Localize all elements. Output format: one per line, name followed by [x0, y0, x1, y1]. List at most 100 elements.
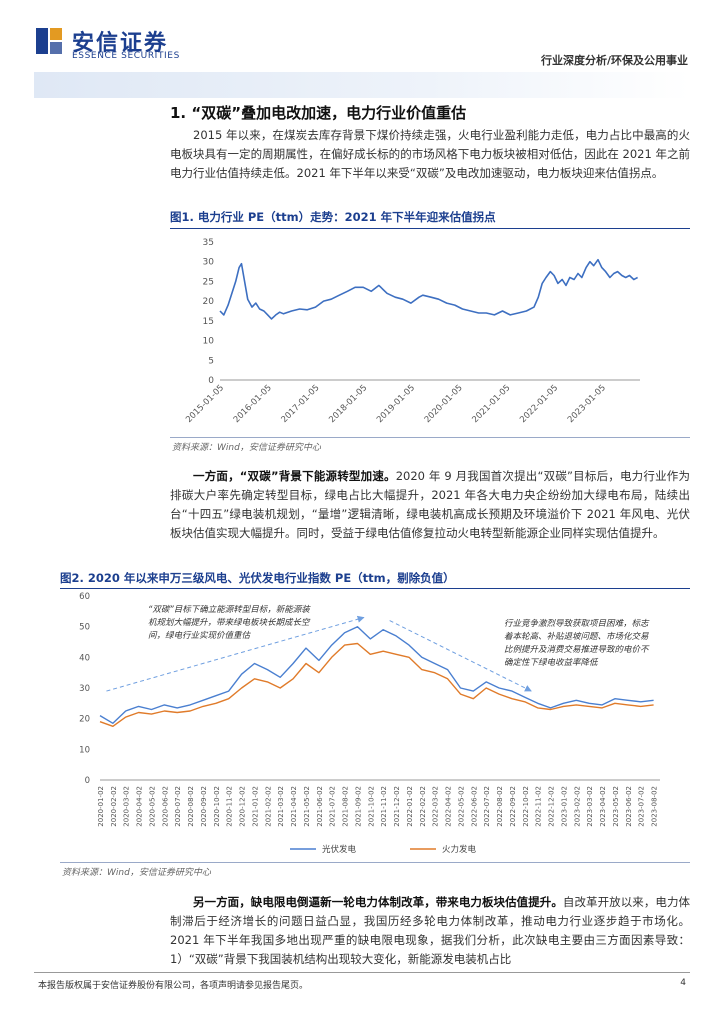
figure-1-x-tick-label: 2021-01-05 — [470, 383, 512, 425]
figure-2-y-tick-label: 30 — [79, 684, 90, 694]
figure-2-x-tick-label: 2020-10-02 — [213, 786, 221, 827]
figure-1-title: 图1. 电力行业 PE（ttm）走势：2021 年下半年迎来估值拐点 — [170, 210, 496, 224]
figure-1-y-tick-label: 35 — [203, 238, 214, 248]
paragraph-3-lead: 另一方面，缺电限电倒逼新一轮电力体制改革，带来电力板块估值提升。 — [193, 895, 563, 909]
figure-2-x-tick-label: 2020-11-02 — [226, 786, 234, 827]
page-header: 安信证券 ESSENCE SECURITIES 行业深度分析/环保及公用事业 — [0, 0, 724, 100]
figure-2-x-tick-label: 2022-07-02 — [483, 786, 491, 827]
figure-1-top-rule — [170, 228, 690, 229]
figure-2-title: 图2. 2020 年以来申万三级风电、光伏发电行业指数 PE（ttm，剔除负值） — [60, 571, 455, 585]
figure-2-x-tick-label: 2021-10-02 — [367, 786, 375, 827]
figure-2-x-tick-label: 2022-06-02 — [470, 786, 478, 827]
figure-2-x-tick-label: 2023-04-02 — [599, 786, 607, 827]
figure-1-x-tick-label: 2022-01-05 — [518, 383, 560, 425]
figure-2-x-tick-label: 2023-05-02 — [612, 786, 620, 827]
page-number: 4 — [680, 978, 686, 988]
figure-2-bottom-rule — [60, 862, 690, 863]
figure-2-x-tick-label: 2022-08-02 — [496, 786, 504, 827]
figure-2-series-line-wind — [99, 626, 654, 725]
paragraph-1: 2015 年以来，在煤炭去库存背景下煤价持续走强，火电行业盈利能力走低，电力占比… — [170, 128, 690, 180]
figure-1-y-tick-label: 25 — [203, 277, 214, 287]
figure-2-x-tick-label: 2020-05-02 — [148, 786, 156, 827]
figure-2-x-tick-label: 2022-04-02 — [445, 786, 453, 827]
figure-2-x-tick-label: 2021-07-02 — [329, 786, 337, 827]
footer-disclaimer: 本报告版权属于安信证券股份有限公司，各项声明请参见报告尾页。 — [38, 981, 309, 991]
figure-2-legend-label-solar: 火力发电 — [442, 844, 477, 855]
figure-1-bottom-rule — [170, 437, 690, 438]
figure-1-chart: 0 5 10 15 20 25 30 35 2015-01-05 2016-01-05 2017-0… — [184, 238, 640, 425]
header-band — [34, 72, 690, 98]
paragraph-3: 另一方面，缺电限电倒逼新一轮电力体制改革，带来电力板块估值提升。自改革开放以来，… — [170, 893, 690, 969]
figure-2-x-tick-label: 2020-09-02 — [200, 786, 208, 827]
figure-2-x-tick-label: 2023-02-02 — [573, 786, 581, 827]
figure-2-x-tick-label: 2020-01-02 — [97, 786, 105, 827]
figure-2-y-tick-label: 10 — [79, 745, 90, 755]
figure-2-y-tick-label: 40 — [79, 653, 90, 663]
figure-2-x-tick-label: 2023-06-02 — [625, 786, 633, 827]
figure-2-x-tick-label: 2022-01-02 — [406, 786, 414, 827]
paragraph-3-body: 自改革开放以来，电力体制滞后于经济增长的问题日益凸显，我国历经多轮电力体制改革，… — [170, 895, 691, 966]
figure-2-x-tick-label: 2023-01-02 — [560, 786, 568, 827]
logo-chinese-name: 安信证券 — [72, 31, 169, 56]
logo-english-name: ESSENCE SECURITIES — [72, 51, 180, 61]
figure-2-x-tick-label: 2021-02-02 — [264, 786, 272, 827]
figure-1-x-tick-label: 2019-01-05 — [375, 383, 417, 425]
figure-2-x-tick-label: 2020-12-02 — [239, 786, 247, 827]
figure-2-x-tick-label: 2020-08-02 — [187, 786, 195, 827]
figure-2-annotation-right: 行业竞争激烈导致获取项目困难，标志着本轮高、补贴退坡问题、市场化交易比例提升及消… — [504, 619, 649, 668]
figure-2-downtrend-arrow — [389, 620, 532, 692]
figure-2-x-tick-label: 2020-03-02 — [123, 786, 131, 827]
figure-2-y-tick-label: 50 — [79, 623, 90, 633]
figure-2-uptrend-arrow — [106, 615, 365, 692]
figure-1-x-tick-label: 2017-01-05 — [280, 383, 322, 425]
figure-2-top-rule — [60, 588, 690, 589]
figure-2-x-tick-label: 2021-11-02 — [380, 786, 388, 827]
figure-1-x-tick-label: 2016-01-05 — [232, 383, 274, 425]
figure-2-x-tick-label: 2022-10-02 — [522, 786, 530, 827]
figure-2-x-tick-label: 2021-08-02 — [342, 786, 350, 827]
figure-2-x-tick-label: 2020-04-02 — [136, 786, 144, 827]
figure-2-series-line-solar — [99, 642, 654, 728]
figure-2-x-tick-label: 2023-07-02 — [638, 786, 646, 827]
figure-1-x-tick-label: 2018-01-05 — [327, 383, 369, 425]
figure-1-source: 资料来源：Wind，安信证券研究中心 — [172, 443, 321, 453]
essence-logo-icon — [36, 28, 62, 54]
figure-2-x-tick-label: 2022-12-02 — [548, 786, 556, 827]
figure-1-y-tick-label: 20 — [203, 297, 215, 307]
figure-2-source: 资料来源：Wind，安信证券研究中心 — [62, 868, 211, 878]
figure-2-x-tick-label: 2021-06-02 — [316, 786, 324, 827]
figure-2-y-tick-label: 20 — [79, 715, 90, 725]
figure-1-pe-line — [219, 258, 638, 320]
figure-2-x-tick-label: 2021-12-02 — [393, 786, 401, 827]
figure-1-y-tick-label: 0 — [208, 376, 214, 386]
figure-2-chart: 0 10 20 30 40 50 60 2020-01-02 2020-02-02 2020-03… — [79, 592, 660, 855]
figure-2-y-tick-label: 60 — [79, 592, 90, 602]
figure-2-x-tick-label: 2023-03-02 — [586, 786, 594, 827]
figure-2-x-tick-label: 2022-05-02 — [457, 786, 465, 827]
figure-1-y-tick-label: 5 — [208, 356, 214, 366]
figure-2-y-tick-label: 0 — [85, 776, 90, 786]
figure-1-x-tick-label: 2015-01-05 — [184, 383, 226, 425]
figure-2-legend-label-wind: 光伏发电 — [322, 844, 357, 855]
figure-2-x-tick-label: 2020-02-02 — [110, 786, 118, 827]
figure-2-x-tick-label: 2022-09-02 — [509, 786, 517, 827]
figure-2-x-tick-label: 2021-05-02 — [303, 786, 311, 827]
figure-2-x-tick-label: 2023-08-02 — [651, 786, 659, 827]
footer-rule — [34, 972, 690, 973]
figure-1-y-tick-label: 10 — [203, 337, 215, 347]
figure-1-x-tick-label: 2023-01-05 — [566, 383, 608, 425]
paragraph-2-lead: 一方面，“双碳”背景下能源转型加速。 — [193, 469, 396, 483]
figure-1-x-tick-label: 2020-01-05 — [423, 383, 465, 425]
figure-2-annotation-left: “双碳”目标下确立能源转型目标，新能源装机规划大幅提升，带来绿电板块长期成长空间… — [148, 605, 310, 641]
figure-2-x-tick-label: 2021-09-02 — [354, 786, 362, 827]
figure-2-x-tick-label: 2020-07-02 — [174, 786, 182, 827]
section-title: 1. “双碳”叠加电改加速，电力行业价值重估 — [170, 104, 467, 122]
paragraph-2: 一方面，“双碳”背景下能源转型加速。2020 年 9 月我国首次提出“双碳”目标… — [170, 467, 690, 543]
figure-1-y-tick-label: 15 — [203, 317, 214, 327]
figure-2-x-tick-label: 2021-03-02 — [277, 786, 285, 827]
report-type-label: 行业深度分析/环保及公用事业 — [540, 54, 688, 67]
figure-2-x-tick-label: 2022-11-02 — [535, 786, 543, 827]
figure-2-x-tick-label: 2022-02-02 — [419, 786, 427, 827]
figure-1-y-tick-label: 30 — [203, 258, 215, 268]
figure-2-x-tick-label: 2020-06-02 — [161, 786, 169, 827]
